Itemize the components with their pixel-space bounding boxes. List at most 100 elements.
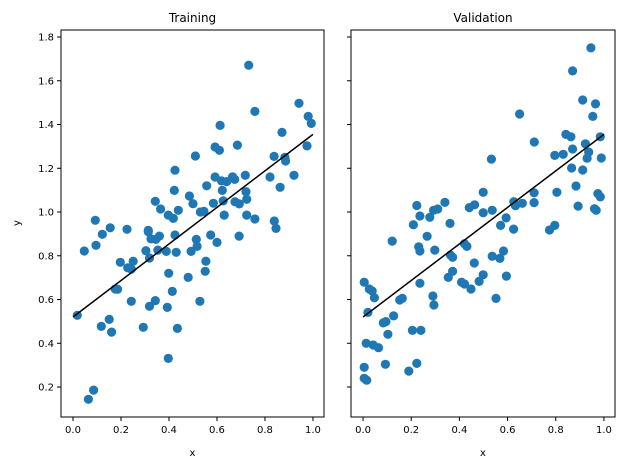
training-point: [122, 224, 132, 234]
training-point: [156, 204, 166, 214]
training-point: [162, 302, 172, 312]
training-point: [91, 240, 101, 250]
training-point: [96, 321, 106, 331]
validation-point: [383, 329, 393, 339]
validation-point: [568, 144, 578, 154]
validation-point: [580, 139, 591, 149]
validation-point: [529, 137, 539, 147]
validation-panel: 0.0 0.2 0.4 0.6 0.8 1.0 Validation x: [347, 11, 616, 459]
validation-points: [359, 43, 606, 385]
validation-x-tick-label: 0.6: [500, 425, 516, 436]
validation-x-axis-label: x: [480, 448, 486, 459]
training-point: [232, 140, 242, 150]
training-point: [242, 194, 252, 204]
training-point: [126, 296, 136, 306]
validation-point: [445, 218, 455, 228]
validation-point: [422, 231, 432, 241]
validation-point: [404, 366, 414, 376]
validation-point: [462, 241, 472, 251]
training-point: [90, 215, 100, 225]
validation-point: [469, 258, 479, 268]
validation-point: [529, 188, 539, 198]
training-point: [250, 106, 260, 116]
training-point: [294, 98, 304, 108]
training-y-tick-label: 0.4: [38, 339, 54, 350]
training-title: Training: [168, 11, 216, 25]
validation-point: [501, 271, 511, 281]
validation-point: [412, 200, 422, 211]
training-point: [201, 256, 211, 266]
validation-point: [416, 325, 426, 335]
validation-point: [568, 66, 578, 76]
training-point: [107, 327, 117, 337]
validation-x-tick-label: 0.0: [355, 425, 371, 436]
validation-y-ticks: [347, 36, 351, 388]
training-y-tick-label: 1.4: [38, 120, 54, 131]
training-panel: 0.0 0.2 0.4 0.6 0.8 1.0 0.2 0.4 0.6 0.8 1.0 1.2 1.4…: [12, 11, 325, 459]
training-point: [186, 246, 196, 256]
training-point: [89, 385, 99, 395]
validation-point: [487, 205, 497, 215]
validation-point: [578, 165, 588, 175]
training-y-tick-label: 0.6: [38, 295, 54, 306]
training-point: [242, 210, 252, 220]
validation-point: [429, 300, 439, 310]
validation-point: [566, 132, 576, 142]
training-point: [190, 151, 200, 161]
training-x-tick-label: 0.8: [257, 425, 273, 436]
training-point: [230, 174, 240, 184]
validation-point: [381, 317, 391, 327]
validation-point: [415, 246, 425, 256]
validation-point: [369, 293, 379, 303]
training-point: [138, 322, 148, 332]
validation-point: [552, 187, 562, 197]
validation-point: [440, 197, 450, 207]
training-point: [83, 394, 93, 404]
validation-point: [498, 246, 509, 256]
training-point: [222, 177, 232, 187]
training-point: [241, 187, 251, 197]
training-point: [195, 296, 205, 306]
training-point: [289, 170, 299, 180]
training-point: [217, 185, 227, 195]
validation-point: [459, 279, 470, 289]
training-point: [265, 172, 275, 182]
training-point: [200, 266, 210, 276]
training-point: [79, 246, 89, 256]
validation-point: [486, 154, 496, 164]
training-point: [240, 170, 250, 180]
training-point: [143, 227, 153, 237]
training-point: [167, 286, 177, 296]
validation-title: Validation: [453, 11, 512, 25]
validation-point: [501, 213, 511, 223]
training-y-ticks: 0.2 0.4 0.6 0.8 1.0 1.2 1.4 1.6 1.8: [38, 33, 61, 394]
training-point: [303, 111, 313, 121]
validation-x-tick-label: 0.8: [548, 425, 564, 436]
training-point: [215, 120, 225, 130]
training-point: [244, 60, 254, 70]
training-point: [234, 199, 244, 209]
training-point: [271, 223, 281, 233]
validation-point: [359, 277, 369, 287]
validation-point: [397, 293, 407, 303]
validation-point: [508, 224, 519, 234]
training-point: [208, 198, 218, 208]
validation-point: [362, 375, 372, 385]
validation-point: [558, 149, 568, 159]
training-y-axis-label: y: [12, 220, 23, 226]
training-y-tick-label: 0.2: [38, 383, 54, 394]
validation-point: [478, 187, 488, 197]
validation-point: [466, 284, 476, 294]
training-point: [150, 196, 160, 206]
training-x-tick-label: 0.6: [209, 425, 225, 436]
validation-point: [487, 251, 497, 261]
validation-point: [582, 153, 592, 163]
validation-axes-frame: [350, 29, 616, 418]
training-x-axis-label: x: [190, 448, 196, 459]
training-point: [269, 151, 279, 161]
validation-point: [359, 362, 369, 372]
training-point: [214, 145, 224, 155]
training-point: [202, 181, 212, 191]
training-point: [161, 246, 171, 256]
